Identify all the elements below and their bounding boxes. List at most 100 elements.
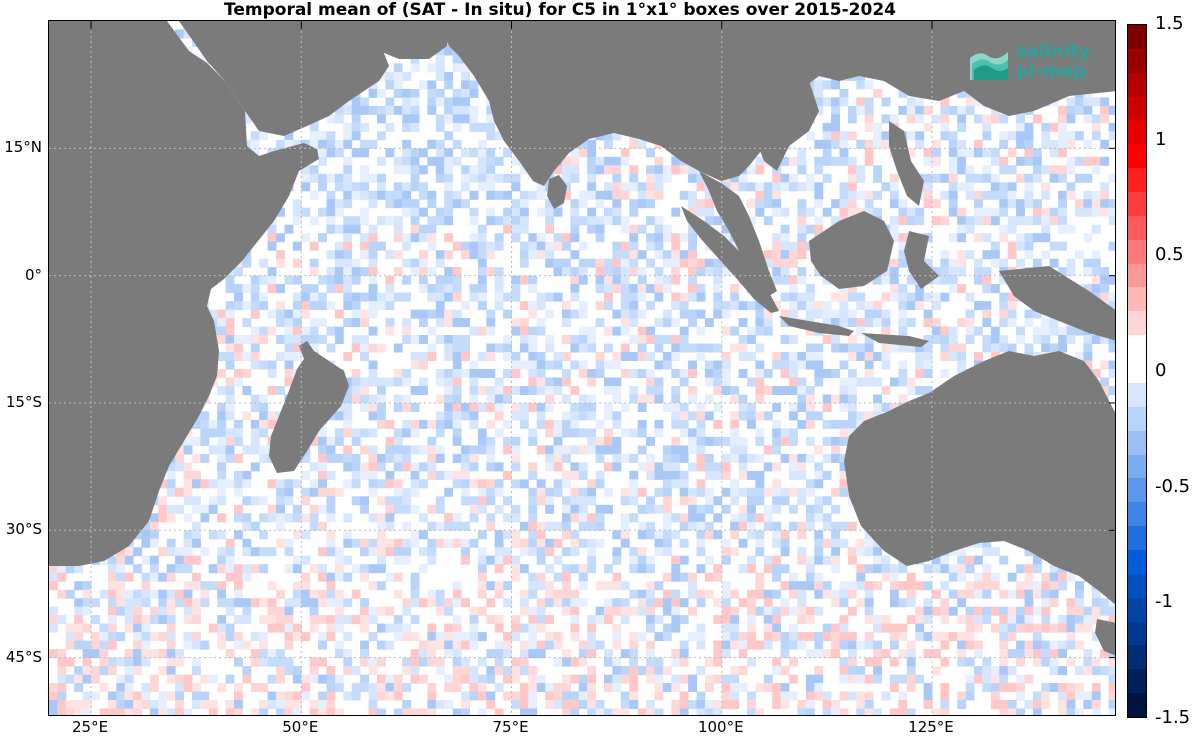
anomaly-cell (166, 513, 176, 523)
anomaly-cell (780, 318, 790, 328)
anomaly-cell (1041, 326, 1051, 336)
anomaly-cell (477, 479, 487, 489)
anomaly-cell (1024, 156, 1034, 166)
anomaly-cell (393, 199, 403, 209)
anomaly-cell (847, 182, 857, 192)
anomaly-cell (234, 513, 243, 523)
anomaly-cell (612, 182, 622, 192)
anomaly-cell (503, 581, 512, 591)
anomaly-cell (192, 436, 201, 446)
anomaly-cell (629, 470, 639, 480)
anomaly-cell (906, 589, 916, 599)
anomaly-cell (948, 275, 958, 285)
anomaly-cell (368, 258, 378, 268)
anomaly-cell (494, 216, 504, 226)
anomaly-cell (183, 445, 193, 455)
anomaly-cell (452, 284, 462, 294)
anomaly-cell (242, 335, 252, 344)
anomaly-cell (334, 250, 344, 260)
anomaly-cell (334, 598, 344, 608)
anomaly-cell (814, 165, 824, 175)
anomaly-cell (763, 326, 773, 336)
anomaly-cell (948, 199, 958, 209)
anomaly-cell (461, 470, 470, 480)
anomaly-cell (646, 504, 655, 514)
anomaly-cell (898, 326, 908, 336)
anomaly-cell (797, 148, 807, 158)
anomaly-cell (629, 487, 639, 497)
anomaly-cell (688, 386, 697, 395)
anomaly-cell (343, 377, 353, 387)
anomaly-cell (755, 207, 765, 217)
anomaly-cell (932, 292, 941, 302)
anomaly-cell (477, 581, 487, 591)
anomaly-cell (242, 547, 252, 557)
anomaly-cell (1016, 199, 1025, 209)
anomaly-cell (932, 564, 941, 574)
anomaly-cell (814, 190, 824, 200)
anomaly-cell (276, 538, 285, 548)
anomaly-cell (536, 445, 546, 455)
anomaly-cell (301, 326, 311, 336)
anomaly-cell (696, 428, 706, 438)
anomaly-cell (898, 360, 908, 370)
anomaly-cell (368, 233, 378, 243)
anomaly-cell (276, 250, 285, 260)
anomaly-cell (469, 419, 479, 429)
anomaly-cell (494, 156, 504, 166)
anomaly-cell (427, 216, 437, 226)
anomaly-cell (461, 165, 470, 175)
anomaly-cell (553, 241, 563, 251)
anomaly-cell (419, 165, 428, 175)
anomaly-cell (393, 369, 403, 378)
anomaly-cell (578, 411, 588, 421)
anomaly-cell (679, 377, 689, 387)
anomaly-cell (747, 470, 756, 480)
map-plot (49, 21, 1115, 715)
anomaly-cell (637, 504, 647, 514)
anomaly-cell (435, 521, 445, 531)
anomaly-cell (562, 156, 571, 166)
anomaly-cell (637, 139, 647, 149)
anomaly-cell (368, 462, 378, 472)
anomaly-cell (334, 487, 344, 497)
anomaly-cell (881, 131, 891, 141)
anomaly-cell (1024, 572, 1034, 582)
anomaly-cell (839, 88, 849, 98)
anomaly-cell (797, 530, 807, 540)
anomaly-cell (292, 343, 302, 353)
anomaly-cell (393, 182, 403, 192)
anomaly-cell (452, 598, 462, 608)
anomaly-cell (351, 267, 361, 277)
anomaly-cell (444, 250, 454, 260)
anomaly-cell (511, 436, 521, 446)
anomaly-cell (856, 165, 866, 175)
anomaly-cell (402, 419, 412, 429)
anomaly-cell (713, 267, 723, 277)
anomaly-cell (738, 403, 748, 412)
anomaly-cell (360, 598, 369, 608)
anomaly-cell (486, 241, 496, 251)
anomaly-cell (368, 487, 378, 497)
anomaly-cell (343, 411, 353, 421)
map-title: Temporal mean of (SAT - In situ) for C5 … (224, 0, 896, 20)
anomaly-cell (326, 343, 336, 353)
anomaly-cell (873, 165, 882, 175)
anomaly-cell (578, 258, 588, 268)
anomaly-cell (873, 301, 882, 311)
anomaly-cell (595, 275, 605, 285)
anomaly-cell (385, 190, 395, 200)
anomaly-cell (351, 97, 361, 107)
anomaly-cell (452, 190, 462, 200)
anomaly-cell (620, 267, 630, 277)
anomaly-cell (536, 190, 546, 200)
anomaly-cell (292, 530, 302, 540)
anomaly-cell (839, 360, 849, 370)
anomaly-cell (562, 411, 571, 421)
anomaly-cell (1058, 216, 1067, 226)
anomaly-cell (772, 207, 782, 217)
anomaly-cell (780, 369, 790, 378)
anomaly-cell (284, 377, 294, 387)
anomaly-cell (662, 309, 672, 319)
anomaly-cell (1024, 241, 1034, 251)
